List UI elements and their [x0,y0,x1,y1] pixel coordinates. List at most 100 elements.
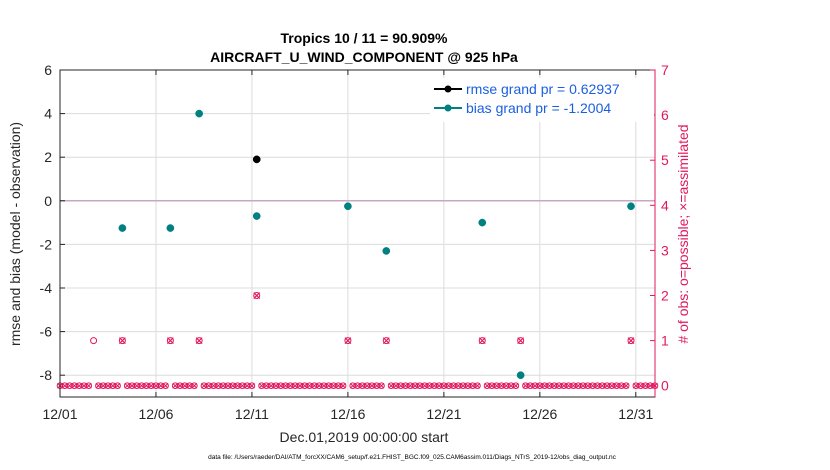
obs-zero-marker [215,382,222,390]
obs-zero-marker [109,382,117,390]
y2-tick-label: 4 [661,197,669,213]
obs-assimilated-marker [382,337,390,345]
obs-zero-marker [249,382,255,389]
legend-rmse-marker [444,85,452,93]
y2-tick-label: 5 [661,152,669,168]
obs-zero-marker [287,382,294,390]
obs-zero-marker [522,382,529,390]
x-tick-label: 12/11 [235,406,269,422]
obs-zero-marker [200,382,208,390]
obs-zero-marker [512,382,519,389]
obs-zero-marker [320,382,328,390]
obs-possible-marker [90,337,98,345]
obs-zero-marker [148,382,155,389]
obs-zero-marker [349,382,357,390]
obs-possible-marker [166,337,174,345]
bias-point [478,218,487,227]
obs-zero-marker [359,382,366,389]
obs-zero-marker [632,382,639,389]
y-tick-label: 4 [44,106,52,122]
obs-zero-marker [445,382,452,389]
chart-subtitle: AIRCRAFT_U_WIND_COMPONENT @ 925 hPa [210,49,518,65]
obs-zero-marker [421,382,428,390]
obs-zero-marker [570,382,577,390]
obs-zero-marker [417,382,423,389]
obs-zero-marker [493,382,500,390]
obs-zero-marker [580,382,586,389]
obs-zero-marker [459,382,467,390]
obs-zero-marker [618,382,625,390]
obs-zero-marker [613,382,620,390]
obs-zero-marker [373,382,380,389]
obs-zero-marker [152,382,160,390]
obs-zero-marker [637,382,644,389]
obs-zero-marker [153,382,159,389]
obs-zero-marker [435,382,443,390]
obs-zero-marker [455,382,462,389]
obs-zero-marker [541,382,548,390]
obs-zero-marker [426,382,433,389]
chart-title: Tropics 10 / 11 = 90.909% [281,30,448,46]
obs-zero-marker [263,382,270,389]
obs-zero-marker [493,382,500,389]
obs-zero-marker [330,382,337,389]
obs-zero-marker [71,382,78,389]
obs-zero-marker [421,382,428,389]
obs-zero-marker [406,382,414,390]
obs-zero-marker [306,382,313,389]
obs-zero-marker [546,382,553,389]
obs-zero-marker [297,382,303,389]
obs-zero-marker [594,382,601,390]
obs-zero-marker [531,382,539,390]
obs-zero-marker [484,382,490,389]
obs-zero-marker [296,382,304,390]
obs-zero-marker [291,382,299,390]
x-tick-label: 12/26 [522,406,557,422]
obs-zero-marker [416,382,424,390]
obs-zero-marker [66,382,73,389]
obs-zero-marker [613,382,620,389]
obs-zero-marker [618,382,625,389]
obs-zero-marker [104,382,112,390]
obs-zero-marker [147,382,155,390]
obs-assimilated-marker [344,337,352,345]
obs-zero-marker [368,382,376,390]
bias-point [344,202,352,211]
obs-zero-marker [507,382,515,390]
obs-zero-marker [210,382,217,389]
obs-zero-marker [210,382,217,390]
obs-zero-marker [579,382,587,390]
obs-zero-marker [565,382,572,389]
obs-zero-marker [560,382,567,389]
obs-zero-marker [162,382,169,389]
obs-zero-marker [128,382,136,390]
obs-zero-marker [220,382,226,389]
bias-point [118,224,127,232]
obs-zero-marker [95,382,102,390]
obs-zero-marker [608,382,615,389]
obs-zero-marker [114,382,121,390]
y2-tick-label: 7 [661,62,669,78]
obs-assimilated-marker [195,337,203,345]
obs-zero-marker [483,382,491,390]
y-tick-label: 6 [44,62,52,78]
obs-zero-marker [412,382,418,389]
obs-zero-marker [436,382,442,389]
obs-zero-marker [402,382,409,390]
obs-zero-marker [311,382,318,390]
obs-zero-marker [205,382,212,389]
obs-zero-marker [224,382,232,390]
obs-possible-marker [195,337,203,345]
obs-zero-marker [526,382,534,390]
y2-tick-label: 2 [661,288,669,304]
obs-zero-marker [426,382,433,390]
obs-zero-marker [502,382,510,390]
obs-zero-marker [469,382,476,390]
obs-zero-marker [225,382,231,389]
y-tick-label: -6 [40,324,53,340]
obs-zero-marker [176,382,184,390]
obs-zero-marker [488,382,496,390]
obs-zero-marker [215,382,222,389]
obs-zero-marker [599,382,606,389]
obs-zero-marker [71,382,78,390]
